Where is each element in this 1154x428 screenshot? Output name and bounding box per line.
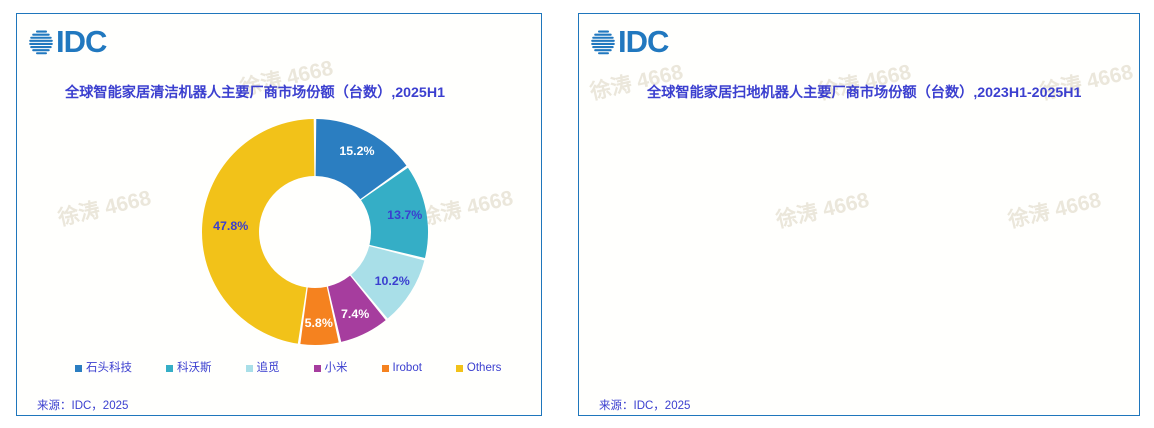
idc-logo: IDC — [28, 24, 107, 59]
legend-label: Others — [466, 362, 502, 374]
idc-wordmark: IDC — [618, 24, 669, 59]
legend-item[interactable]: Irobot — [381, 362, 422, 375]
legend-left: 石头科技 科沃斯 追觅 小米 Irobot Others — [75, 362, 502, 375]
legend-item[interactable]: Others — [455, 362, 502, 375]
legend-swatch-icon — [75, 365, 82, 373]
idc-logo: IDC — [590, 24, 669, 59]
legend-swatch-icon — [381, 365, 389, 373]
pie-slice[interactable] — [300, 286, 339, 345]
legend-label: 追觅 — [256, 362, 280, 374]
pie-slice[interactable] — [315, 119, 407, 200]
legend-label: 科沃斯 — [177, 362, 212, 374]
bar-chart-card: 徐涛 4668 徐涛 4668 徐涛 4668 徐涛 4668 徐涛 4668 … — [578, 13, 1140, 416]
legend-swatch-icon — [455, 365, 463, 373]
legend-item[interactable]: 科沃斯 — [166, 362, 212, 375]
page-title: 全球智能家居清洁机器人主要厂商市场份额（台数）,2025H1 — [65, 85, 445, 101]
page-title: 全球智能家居扫地机器人主要厂商市场份额（台数）,2023H1-2025H1 — [647, 85, 1082, 101]
idc-globe-icon — [591, 30, 615, 54]
pie-chart-card: 徐涛 4668 徐涛 4668 徐涛 4668 IDC 全球智能家居清洁机器人主… — [16, 13, 542, 416]
legend-label: Irobot — [392, 362, 422, 374]
donut-chart: 15.2% 13.7% 10.2% 7.4% 5.8% 47.8% — [197, 114, 433, 350]
legend-item[interactable]: 追觅 — [245, 362, 280, 375]
legend-swatch-icon — [166, 365, 173, 373]
source-note: 来源：IDC，2025 — [599, 400, 691, 412]
idc-wordmark: IDC — [56, 24, 107, 59]
legend-swatch-icon — [245, 365, 253, 373]
watermark: 徐涛 4668 — [1005, 188, 1104, 233]
watermark: 徐涛 4668 — [773, 188, 872, 233]
legend-label: 石头科技 — [86, 362, 132, 374]
idc-globe-icon — [29, 30, 53, 54]
legend-label: 小米 — [324, 362, 348, 374]
pie-slice[interactable] — [351, 246, 425, 319]
legend-item[interactable]: 石头科技 — [75, 362, 132, 375]
donut-svg — [202, 119, 428, 345]
watermark: 徐涛 4668 — [55, 186, 154, 231]
pie-slice[interactable] — [327, 275, 386, 342]
legend-swatch-icon — [313, 365, 321, 373]
source-note: 来源：IDC，2025 — [37, 400, 129, 412]
pie-slice[interactable] — [202, 119, 315, 344]
pie-slice[interactable] — [361, 167, 428, 258]
legend-item[interactable]: 小米 — [313, 362, 348, 375]
